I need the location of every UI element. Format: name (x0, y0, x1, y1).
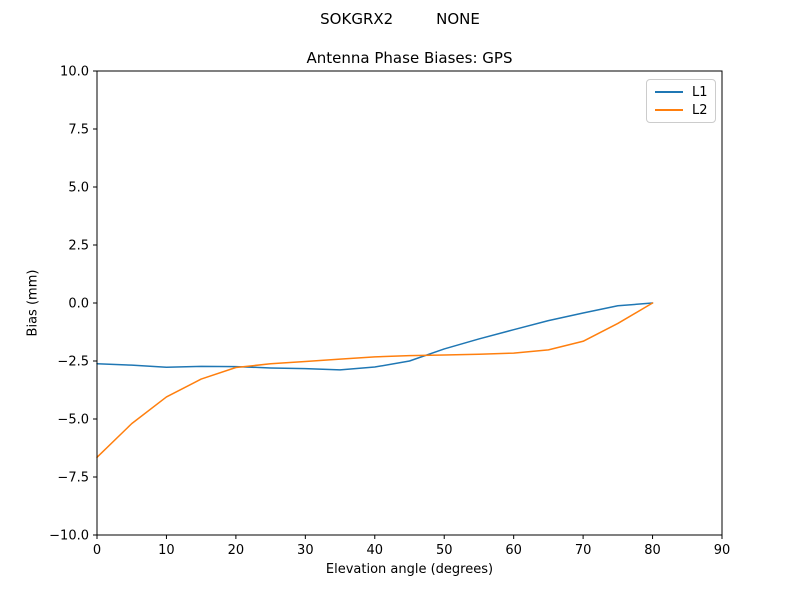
x-tick-label: 90 (714, 543, 731, 558)
x-tick-label: 70 (575, 543, 592, 558)
y-tick-label: 10.0 (60, 65, 89, 80)
series-line-l2 (96, 302, 654, 459)
y-tick-label: −10.0 (49, 529, 89, 544)
legend: L1 L2 (646, 79, 716, 123)
legend-label-l2: L2 (692, 102, 708, 118)
x-tick-label: 20 (228, 543, 245, 558)
y-tick-label: 5.0 (68, 181, 89, 196)
x-axis-label: Elevation angle (degrees) (325, 562, 494, 577)
y-tick-label: −2.5 (57, 355, 89, 370)
x-tick-label: 60 (505, 543, 522, 558)
figure-suptitle: SOKGRX2 NONE (320, 10, 480, 28)
legend-swatch-l1 (655, 91, 683, 93)
y-tick-label: 7.5 (68, 123, 89, 138)
y-tick-label: 0.0 (68, 297, 89, 312)
axes-border (96, 70, 723, 536)
legend-item-l2: L2 (655, 102, 708, 118)
y-tick-label: −5.0 (57, 413, 89, 428)
x-tick-label: 30 (297, 543, 314, 558)
x-tick-label: 10 (158, 543, 175, 558)
x-tick-label: 40 (367, 543, 384, 558)
legend-label-l1: L1 (692, 84, 708, 100)
x-tick-label: 0 (93, 543, 101, 558)
legend-swatch-l2 (655, 109, 683, 111)
y-tick-label: 2.5 (68, 239, 89, 254)
x-tick-label: 50 (436, 543, 453, 558)
legend-item-l1: L1 (655, 84, 708, 100)
series-line-l1 (96, 302, 654, 371)
chart-title: Antenna Phase Biases: GPS (306, 49, 513, 67)
y-tick-label: −7.5 (57, 471, 89, 486)
x-tick-label: 80 (644, 543, 661, 558)
